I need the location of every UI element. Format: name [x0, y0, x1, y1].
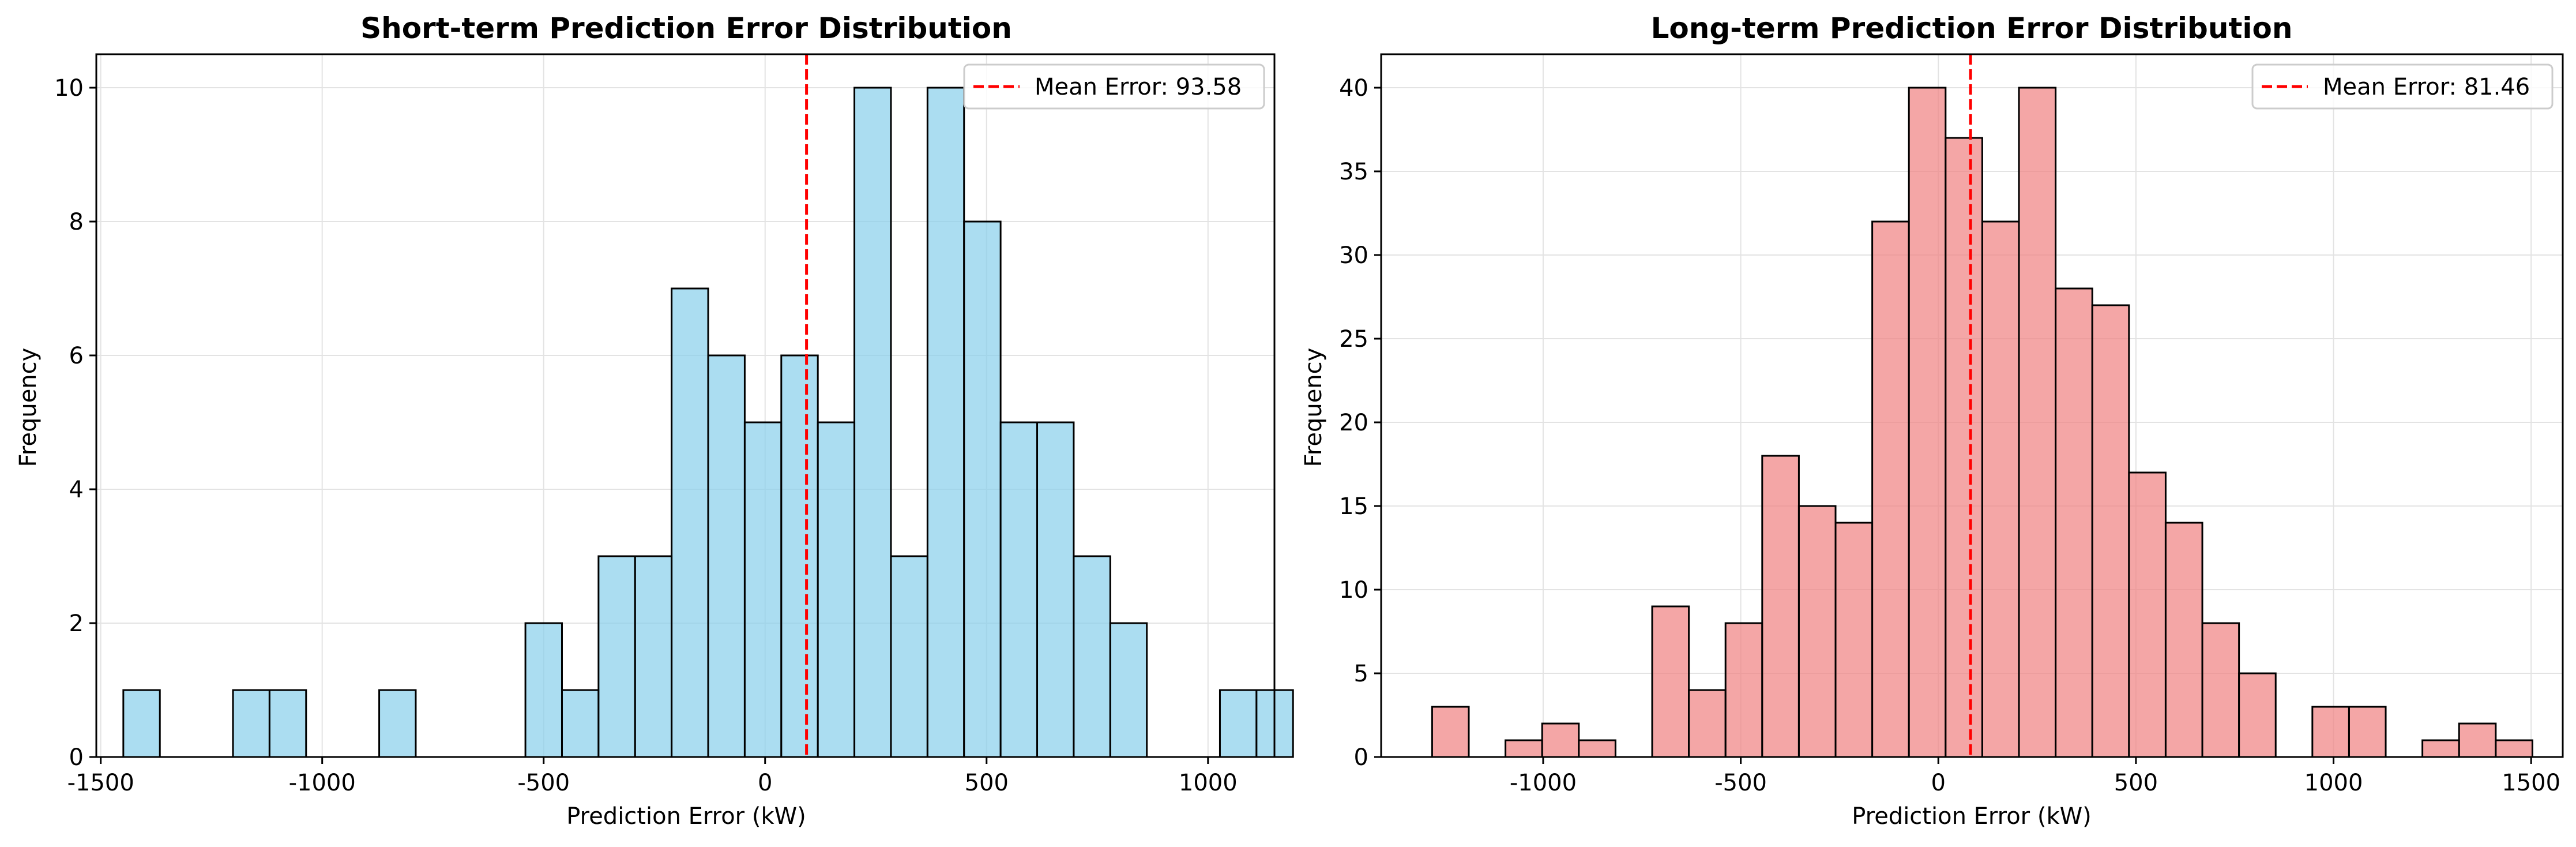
histogram-bar — [1797, 505, 1837, 758]
y-tick-label: 0 — [69, 744, 84, 771]
x-tick-label: -1500 — [67, 770, 134, 796]
histogram-bar — [743, 421, 783, 758]
histogram-bar — [1871, 220, 1910, 758]
x-tick-label: -1000 — [289, 770, 356, 796]
histogram-bar — [2164, 522, 2203, 758]
x-tick-label: 1000 — [2304, 770, 2363, 796]
histogram-bar — [1688, 689, 1727, 758]
y-tick-label: 6 — [69, 343, 84, 369]
histogram-bar — [2421, 739, 2460, 758]
plot-frame — [1380, 53, 2564, 758]
legend: Mean Error: 93.58 — [963, 63, 1265, 110]
histogram-bar — [268, 689, 307, 758]
histogram-bar — [2238, 672, 2277, 758]
histogram-bar — [1073, 555, 1111, 758]
y-tick-label: 4 — [69, 477, 84, 503]
legend-mean-error-label: Mean Error: 81.46 — [2323, 74, 2530, 100]
y-tick-label: 20 — [1339, 410, 1368, 436]
histogram-bar — [853, 87, 892, 758]
histogram-bar — [2458, 722, 2497, 758]
histogram-bar — [2201, 622, 2240, 758]
x-tick-label: 1500 — [2502, 770, 2560, 796]
y-tick-label: 2 — [69, 610, 84, 637]
y-ticks: 0 5 10 15 20 25 30 35 40 — [1339, 75, 1381, 771]
histogram-bar — [926, 87, 965, 758]
histogram-bar — [780, 354, 819, 758]
histogram-bar — [1908, 87, 1947, 758]
histogram-bar — [2128, 471, 2167, 758]
histogram-bar — [561, 689, 600, 758]
histogram-bar — [1651, 605, 1690, 758]
histogram-bar — [1578, 739, 1616, 758]
plot-frame — [95, 53, 1276, 758]
y-axis-label: Frequency — [15, 348, 42, 467]
histogram-bar — [2091, 304, 2130, 758]
histogram-bar — [1036, 421, 1075, 758]
x-tick-label: 0 — [1931, 770, 1946, 796]
histogram-bar — [2348, 706, 2387, 758]
histogram-bar — [671, 287, 709, 758]
y-tick-label: 35 — [1339, 159, 1368, 185]
histogram-bar — [1505, 739, 1543, 758]
x-ticks: -1000 -500 0 500 1000 1500 — [1510, 757, 2560, 796]
x-tick-label: -500 — [517, 770, 570, 796]
y-tick-label: 25 — [1339, 326, 1368, 353]
histogram-bar — [232, 689, 270, 758]
histogram-bars — [1431, 87, 2533, 758]
x-tick-label: 500 — [2114, 770, 2158, 796]
y-tick-label: 30 — [1339, 242, 1368, 269]
y-tick-label: 40 — [1339, 75, 1368, 102]
x-tick-label: -500 — [1714, 770, 1767, 796]
histogram-bar — [999, 421, 1039, 758]
legend-mean-error-label: Mean Error: 93.58 — [1035, 74, 1242, 100]
histogram-bar — [1219, 689, 1258, 758]
histogram-bar — [1834, 522, 1874, 758]
histogram-bar — [524, 622, 563, 758]
histogram-bar — [1981, 220, 2020, 758]
y-tick-label: 8 — [69, 209, 84, 235]
histogram-bar — [2495, 739, 2533, 758]
histogram-bar — [597, 555, 636, 758]
histogram-bar — [2311, 706, 2350, 758]
chart-title: Long-term Prediction Error Distribution — [1651, 12, 2293, 45]
histogram-bar — [2055, 287, 2093, 758]
histogram-bar — [963, 220, 1002, 758]
histogram-bar — [707, 354, 746, 758]
histogram-bar — [817, 421, 856, 758]
histogram-bar — [378, 689, 417, 758]
x-axis-label: Prediction Error (kW) — [566, 803, 806, 830]
y-tick-label: 0 — [1354, 744, 1368, 771]
x-tick-label: 500 — [965, 770, 1009, 796]
y-tick-label: 10 — [54, 75, 84, 102]
legend-box — [2251, 63, 2554, 110]
histogram-bar — [1761, 455, 1800, 758]
histogram-bar — [634, 555, 673, 758]
histogram-bar — [2018, 87, 2057, 758]
y-tick-label: 5 — [1354, 661, 1368, 687]
y-axis-label: Frequency — [1300, 348, 1327, 467]
legend-box — [963, 63, 1265, 110]
y-tick-label: 15 — [1339, 493, 1368, 520]
short-term-error-histogram: Short-term Prediction Error Distribution… — [15, 12, 1294, 830]
x-axis-label: Prediction Error (kW) — [1852, 803, 2092, 830]
histogram-bar — [122, 689, 161, 758]
long-term-error-histogram: Long-term Prediction Error Distribution … — [1300, 12, 2564, 830]
x-tick-label: 1000 — [1179, 770, 1238, 796]
chart-title: Short-term Prediction Error Distribution — [360, 12, 1012, 45]
histogram-bar — [1945, 137, 1983, 758]
histogram-bar — [1541, 722, 1580, 758]
histogram-bars — [122, 87, 1294, 758]
y-ticks: 0 2 4 6 8 10 — [54, 75, 96, 771]
histogram-bar — [890, 555, 928, 758]
histogram-bar — [1724, 622, 1763, 758]
histogram-bar — [1109, 622, 1148, 758]
legend: Mean Error: 81.46 — [2251, 63, 2554, 110]
x-tick-label: -1000 — [1510, 770, 1577, 796]
histogram-bar — [1431, 706, 1470, 758]
x-ticks: -1500 -1000 -500 0 500 1000 — [67, 757, 1238, 796]
x-tick-label: 0 — [758, 770, 772, 796]
y-tick-label: 10 — [1339, 577, 1368, 604]
